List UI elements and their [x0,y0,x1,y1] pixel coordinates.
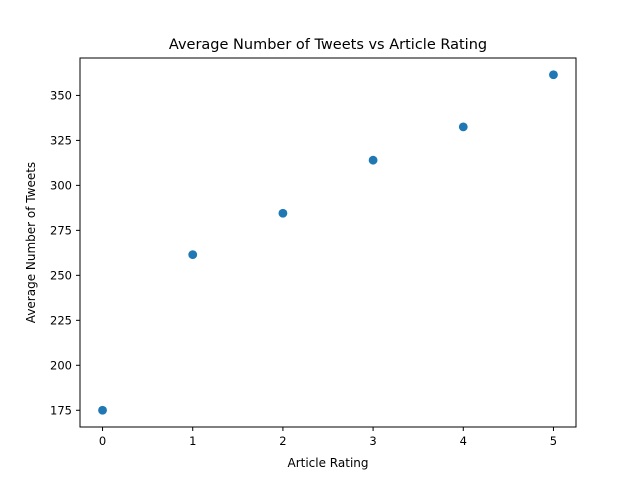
x-tick-label: 2 [279,434,286,448]
data-point [278,208,288,218]
y-axis-ticks: 175 200 225 250 275 300 325 350 [50,88,80,417]
data-point [549,70,558,80]
x-tick-label: 1 [189,434,196,448]
x-axis-label: Article Rating [288,456,369,470]
data-point [368,155,378,165]
y-tick-label: 175 [50,403,72,417]
data-point [188,250,198,260]
y-tick-label: 200 [50,358,72,372]
y-tick-label: 225 [50,313,72,327]
data-point [98,405,107,415]
x-tick-label: 0 [99,434,106,448]
y-tick-label: 250 [50,268,72,282]
y-tick-label: 325 [50,133,72,147]
y-tick-label: 275 [50,223,72,237]
y-axis-label: Average Number of Tweets [24,162,38,323]
data-point [458,122,468,132]
plot-frame [79,57,577,428]
x-tick-label: 5 [550,434,557,448]
chart-title: Average Number of Tweets vs Article Rati… [169,37,487,53]
x-tick-label: 3 [369,434,376,448]
y-tick-label: 300 [50,178,72,192]
data-points [98,70,558,415]
x-tick-label: 4 [460,434,467,448]
y-tick-label: 350 [50,88,72,102]
x-axis-ticks: 0 1 2 3 4 5 [99,427,557,448]
